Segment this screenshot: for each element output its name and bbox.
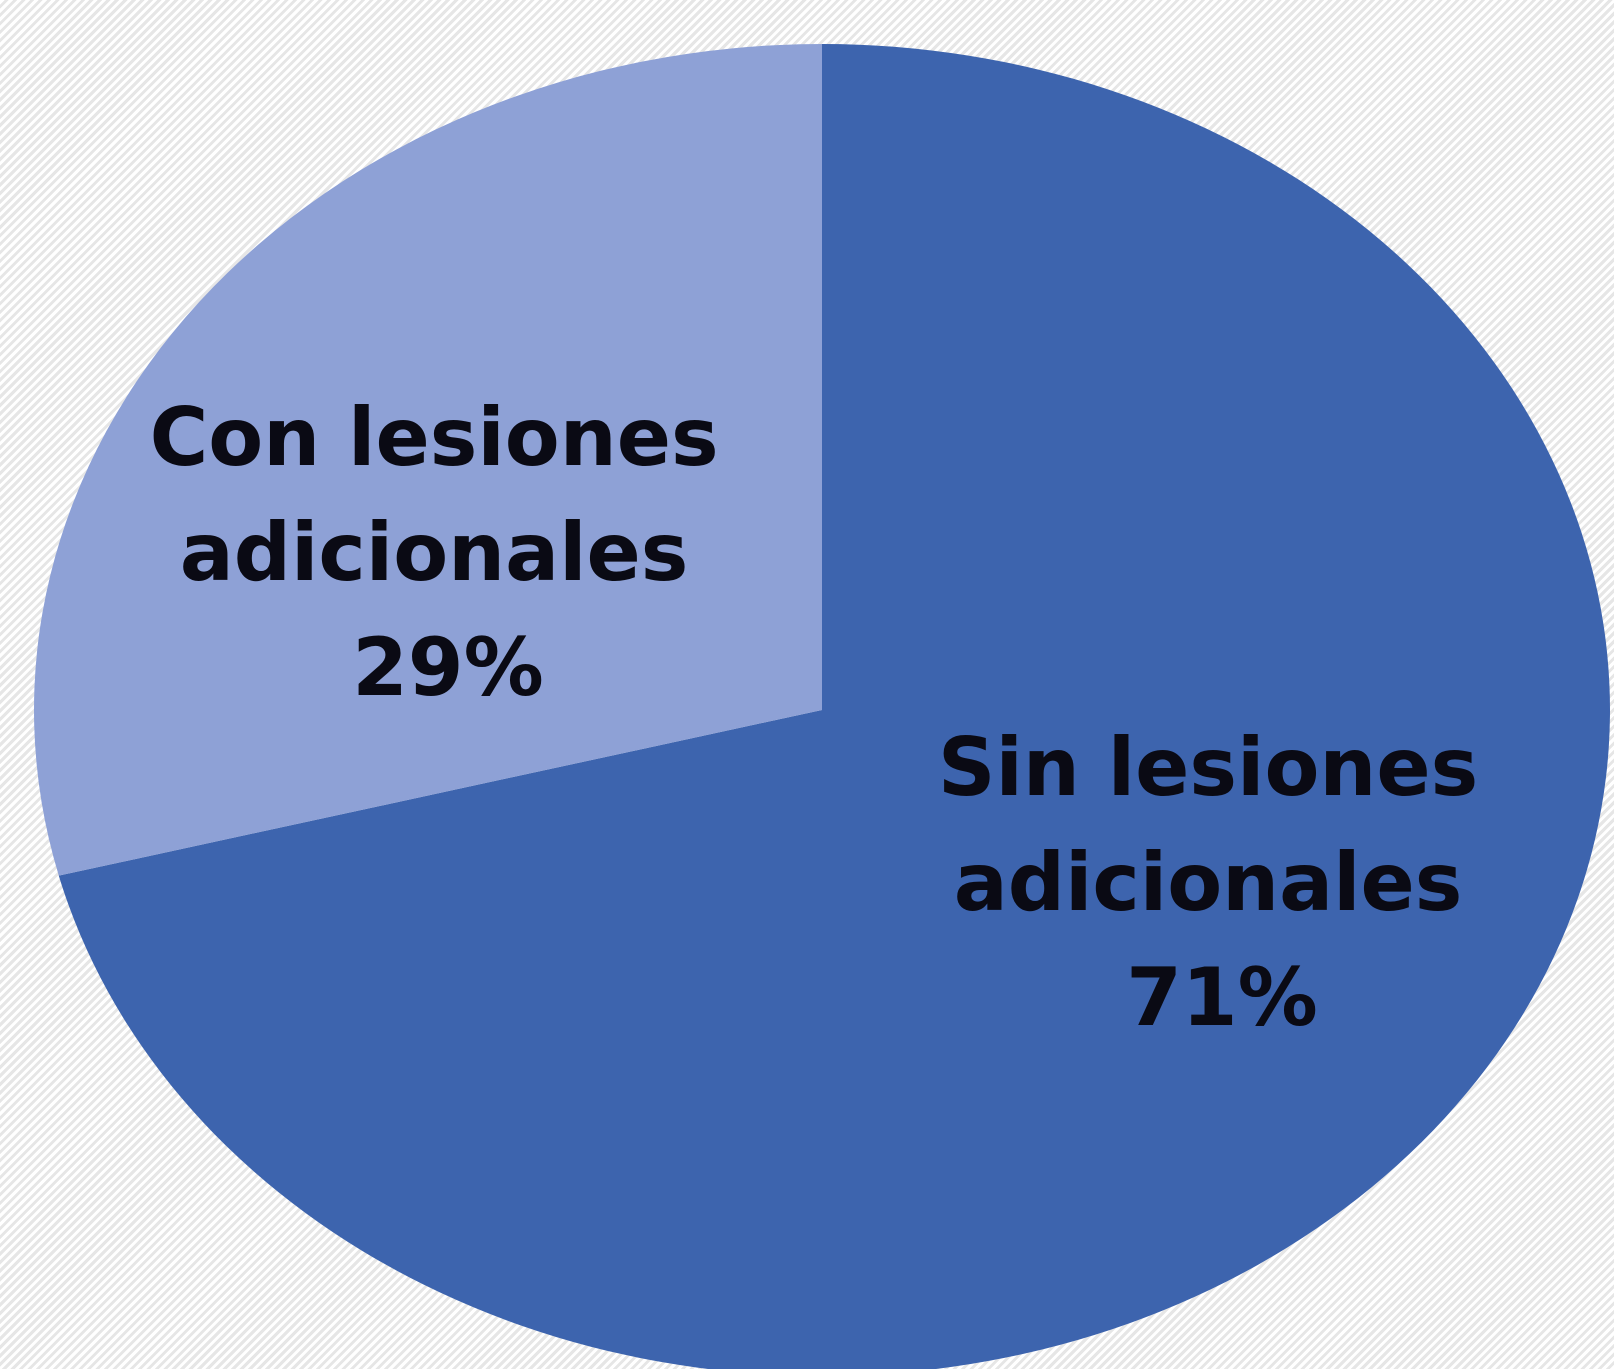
slice-label-con-lesiones-line-1: Con lesiones [150, 391, 719, 484]
slice-value-con-lesiones: 29% [352, 621, 543, 714]
slice-label-sin-lesiones-line-2: adicionales [954, 836, 1463, 929]
pie-slice-con-lesiones [34, 44, 822, 876]
slice-label-sin-lesiones-line-1: Sin lesiones [938, 721, 1478, 814]
slice-value-sin-lesiones: 71% [1126, 951, 1317, 1044]
pie-labels: Sin lesiones adicionales 71% Con lesione… [150, 391, 1506, 1044]
slice-label-con-lesiones: Con lesiones adicionales 29% [150, 391, 747, 714]
slice-label-sin-lesiones: Sin lesiones adicionales 71% [938, 721, 1506, 1044]
pie-slice-sin-lesiones [58, 44, 1610, 1369]
slice-label-con-lesiones-line-2: adicionales [180, 506, 689, 599]
pie-slices [34, 44, 1610, 1369]
